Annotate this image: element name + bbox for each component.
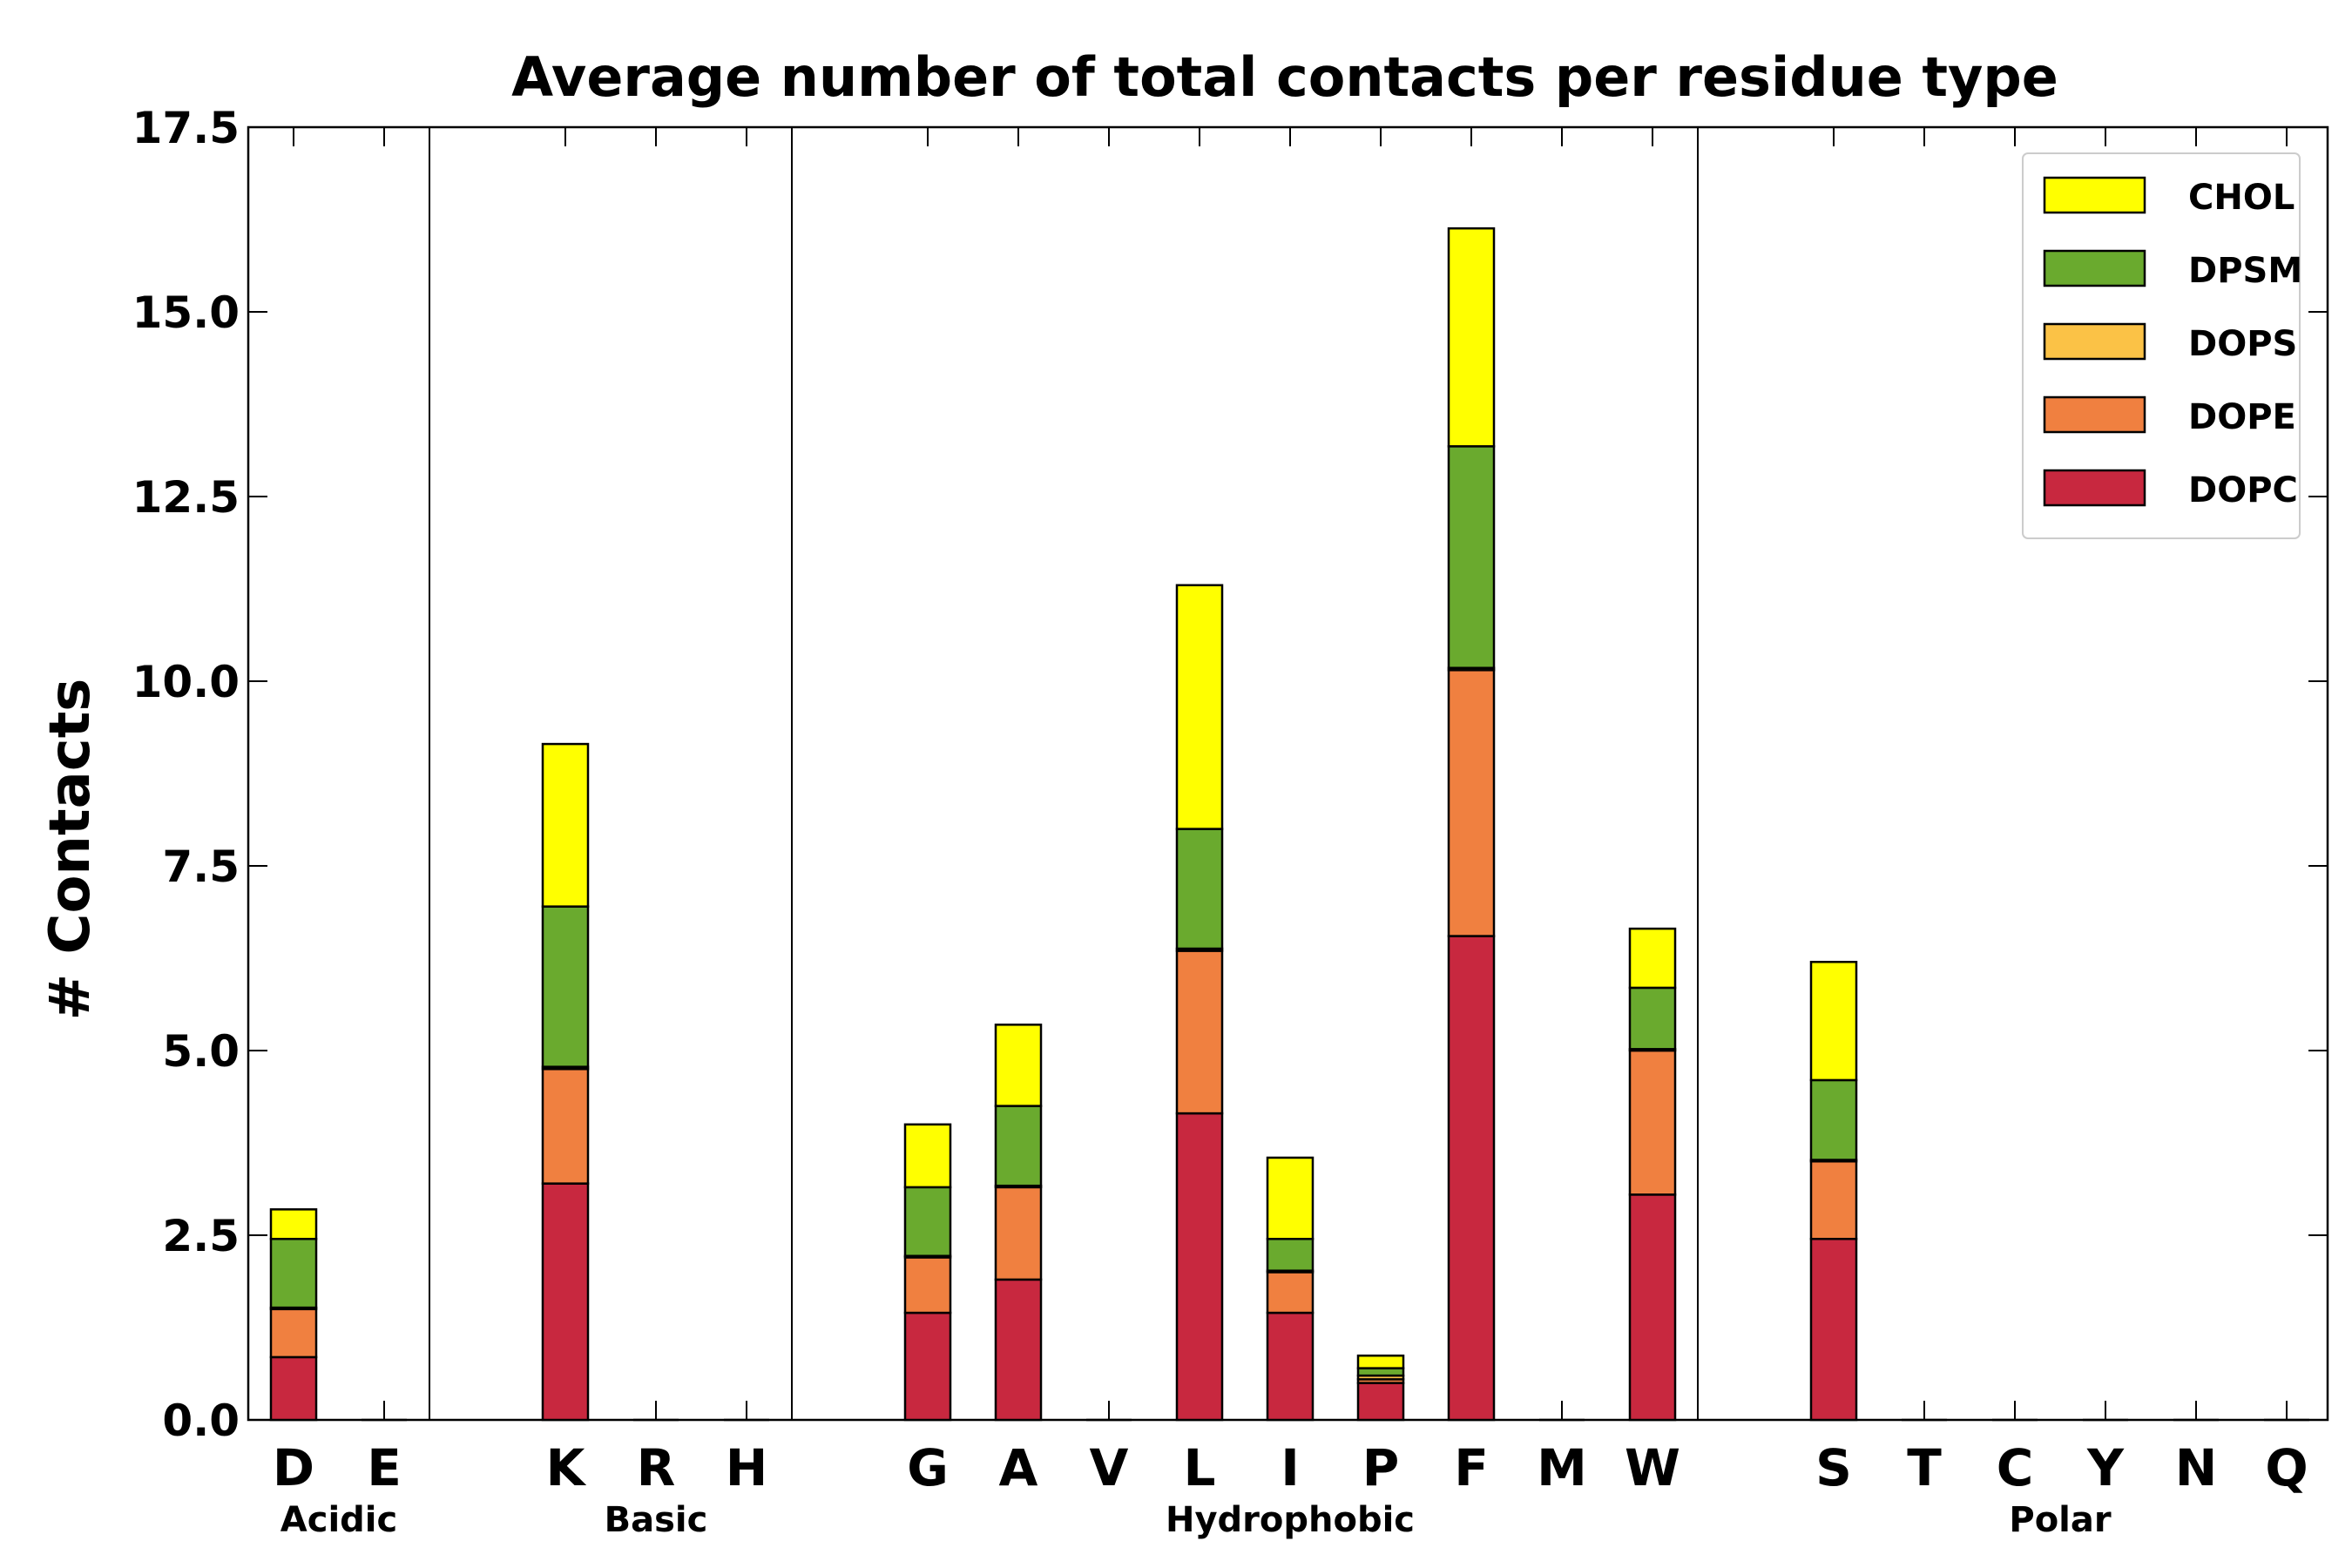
bar-i-dpsm — [1266, 1237, 1315, 1272]
legend-swatch-dops — [2043, 322, 2146, 361]
bar-p-chol — [1356, 1354, 1405, 1369]
bar-g-dopc — [903, 1311, 952, 1422]
bar-w-chol — [1628, 927, 1677, 990]
bar-d-chol — [269, 1208, 318, 1240]
legend-swatch-dpsm — [2043, 249, 2146, 287]
x-tick-label-w: W — [1625, 1438, 1680, 1497]
bar-i-chol — [1266, 1156, 1315, 1240]
bar-w-dopc — [1628, 1193, 1677, 1422]
bar-l-dope — [1175, 950, 1224, 1115]
bar-w-dope — [1628, 1049, 1677, 1196]
group-label-polar: Polar — [2009, 1500, 2112, 1540]
x-tick-label-s: S — [1815, 1438, 1852, 1497]
y-tick-label: 12.5 — [132, 472, 240, 523]
x-tick-label-m: M — [1537, 1438, 1587, 1497]
legend-label-dpsm: DPSM — [2188, 251, 2302, 291]
legend-swatch-dopc — [2043, 469, 2146, 507]
bar-l-dopc — [1175, 1112, 1224, 1422]
x-tick-label-r: R — [637, 1438, 676, 1497]
bar-l-chol — [1175, 584, 1224, 830]
bar-k-dope — [541, 1067, 590, 1185]
x-tick-label-l: L — [1184, 1438, 1216, 1497]
legend-label-dops: DOPS — [2188, 324, 2297, 364]
legend-swatch-dope — [2043, 395, 2146, 434]
y-tick-label: 7.5 — [162, 841, 240, 892]
group-label-hydrophobic: Hydrophobic — [1166, 1500, 1415, 1540]
bar-s-dopc — [1809, 1237, 1858, 1422]
x-tick-label-h: H — [726, 1438, 768, 1497]
bar-f-dpsm — [1447, 445, 1496, 669]
bar-a-chol — [994, 1024, 1043, 1107]
bar-f-dopc — [1447, 935, 1496, 1422]
group-label-acidic: Acidic — [280, 1500, 397, 1540]
bar-g-dope — [903, 1256, 952, 1315]
bar-i-dopc — [1266, 1311, 1315, 1422]
y-tick-label: 5.0 — [162, 1026, 240, 1077]
bar-g-chol — [903, 1123, 952, 1189]
x-tick-label-n: N — [2175, 1438, 2218, 1497]
legend-label-chol: CHOL — [2188, 178, 2295, 218]
bar-k-chol — [541, 742, 590, 908]
x-tick-label-v: V — [1090, 1438, 1129, 1497]
x-tick-label-d: D — [273, 1438, 314, 1497]
y-tick-label: 10.0 — [132, 657, 240, 707]
y-tick-label: 0.0 — [162, 1396, 240, 1446]
bar-p-dpsm — [1356, 1367, 1405, 1377]
x-tick-label-f: F — [1454, 1438, 1489, 1497]
x-tick-label-c: C — [1997, 1438, 2034, 1497]
bar-k-dpsm — [541, 905, 590, 1068]
plot-area: 0.0 2.5 5.0 7.5 10.0 12.5 15.0 17.5 D E K R H G A V L I P F… — [132, 103, 2329, 1540]
bar-w-dpsm — [1628, 986, 1677, 1051]
bar-f-dope — [1447, 669, 1496, 937]
group-label-basic: Basic — [605, 1500, 708, 1540]
bar-d-dope — [269, 1308, 318, 1359]
x-tick-label-k: K — [546, 1438, 587, 1497]
bar-a-dope — [994, 1186, 1043, 1281]
bar-a-dpsm — [994, 1105, 1043, 1187]
legend-label-dope: DOPE — [2188, 397, 2296, 437]
y-tick-label: 2.5 — [162, 1211, 240, 1261]
bar-s-dpsm — [1809, 1078, 1858, 1161]
x-tick-label-p: P — [1362, 1438, 1400, 1497]
bar-l-dpsm — [1175, 828, 1224, 950]
chart-title: Average number of total contacts per res… — [511, 45, 2058, 109]
bar-k-dopc — [541, 1182, 590, 1422]
legend-box — [2022, 152, 2301, 539]
bar-s-dope — [1809, 1159, 1858, 1240]
bar-a-dopc — [994, 1278, 1043, 1422]
y-tick-label: 17.5 — [132, 103, 240, 153]
x-tick-label-t: T — [1907, 1438, 1942, 1497]
x-tick-label-i: I — [1281, 1438, 1300, 1497]
bar-g-dpsm — [903, 1186, 952, 1257]
bar-f-chol — [1447, 226, 1496, 448]
x-tick-label-y: Y — [2086, 1438, 2125, 1497]
bar-s-chol — [1809, 960, 1858, 1082]
bar-i-dope — [1266, 1271, 1315, 1315]
legend-label-dopc: DOPC — [2188, 470, 2298, 510]
x-tick-label-q: Q — [2265, 1438, 2308, 1497]
x-tick-label-g: G — [907, 1438, 949, 1497]
bar-d-dopc — [269, 1355, 318, 1422]
bar-d-dpsm — [269, 1237, 318, 1309]
legend-swatch-chol — [2043, 176, 2146, 214]
bar-p-dopc — [1356, 1382, 1405, 1422]
x-tick-label-a: A — [999, 1438, 1038, 1497]
y-tick-label: 15.0 — [132, 287, 240, 338]
y-axis-label: # Contacts — [38, 679, 103, 1021]
x-tick-label-e: E — [367, 1438, 402, 1497]
